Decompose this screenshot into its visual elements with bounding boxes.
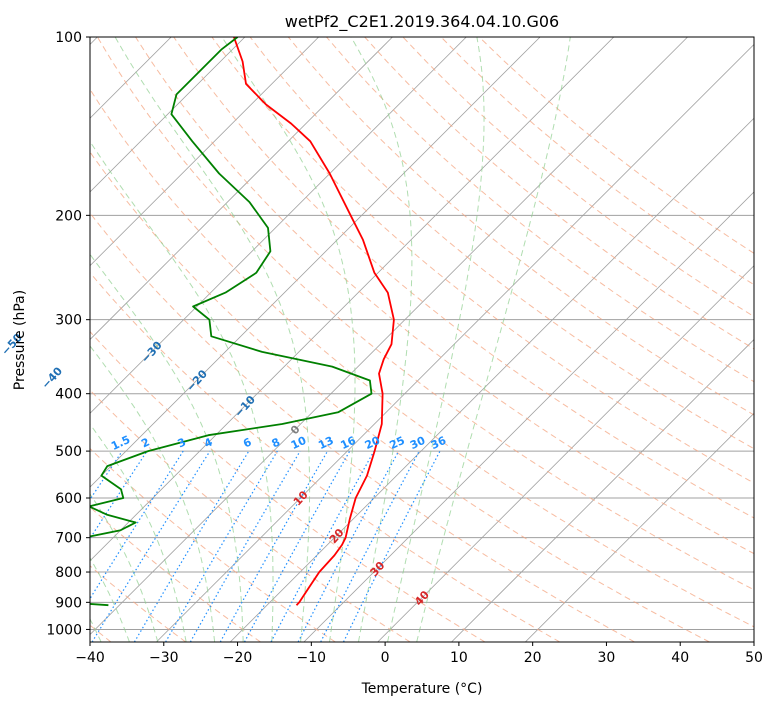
x-tick-label: −10 xyxy=(297,650,327,666)
isotherm-line xyxy=(90,37,246,193)
moist-adiabat-line xyxy=(90,557,130,642)
mixing-ratio-label: 16 xyxy=(339,434,359,452)
isotherm-line xyxy=(303,191,754,642)
isotherm-line xyxy=(90,37,541,488)
dry-adiabat-line xyxy=(90,88,754,628)
dry-adiabat-line xyxy=(211,37,754,484)
mixing-ratio-label: 30 xyxy=(408,434,428,452)
isotherm-line xyxy=(90,37,393,341)
x-axis-label: Temperature (°C) xyxy=(361,681,483,697)
moist-adiabat-line xyxy=(350,37,413,642)
dry-adiabat-line xyxy=(90,330,486,642)
x-tick-label: 0 xyxy=(381,650,390,666)
dry-adiabat-line xyxy=(90,447,336,642)
y-tick-label: 500 xyxy=(55,444,82,460)
x-tick-label: 10 xyxy=(450,650,468,666)
mixing-ratio-label: 1.5 xyxy=(109,433,132,453)
isotherm-line xyxy=(451,338,754,642)
dry-adiabat-line xyxy=(90,272,561,642)
background-grid xyxy=(0,37,754,642)
isotherm-line xyxy=(156,43,754,642)
mixing-ratio-label: 3 xyxy=(176,435,188,450)
y-tick-label: 100 xyxy=(55,30,82,46)
moist-adiabat-line xyxy=(416,37,571,642)
mixing-ratio-label: 20 xyxy=(363,434,383,452)
adiabat-labels: 1.52346810131620253036−100−90−80−70−60−5… xyxy=(0,331,449,609)
dry-adiabat-line xyxy=(173,37,754,519)
mixing-ratio-label: 10 xyxy=(289,434,309,452)
x-tick-label: −20 xyxy=(223,650,253,666)
y-tick-label: 300 xyxy=(55,313,82,329)
dry-adiabat-line xyxy=(440,37,754,286)
y-tick-label: 1000 xyxy=(46,622,82,638)
isotherm-line xyxy=(229,117,754,642)
moist-adiabat-line xyxy=(90,493,159,642)
mixing-ratio-line xyxy=(243,450,351,642)
x-tick-label: 40 xyxy=(671,650,689,666)
y-tick-label: 200 xyxy=(55,208,82,224)
isotherm-line xyxy=(90,37,467,414)
dry-adiabat-label: 30 xyxy=(368,559,388,579)
y-tick-label: 700 xyxy=(55,531,82,547)
moist-adiabat-line xyxy=(90,423,187,642)
mixing-ratio-label: 13 xyxy=(316,434,335,452)
axis-ticks: −40 −30 −20 −10 0 10 20 30 40 50 100 200 300 400 500 60… xyxy=(46,30,763,666)
moist-adiabat-line xyxy=(90,345,216,642)
mixing-ratio-label: 6 xyxy=(241,435,254,450)
mixing-ratio-label: 36 xyxy=(429,434,449,452)
dry-adiabat-line xyxy=(90,389,411,642)
mixing-ratio-line xyxy=(297,450,400,642)
dry-adiabat-line xyxy=(90,151,710,642)
dry-adiabat-line xyxy=(326,37,754,383)
mixing-ratio-line xyxy=(0,451,48,642)
dry-adiabat-line xyxy=(287,37,754,416)
plot-frame xyxy=(89,36,755,643)
moist-adiabat-line xyxy=(221,37,356,642)
y-tick-label: 600 xyxy=(55,491,82,507)
moist-adiabat-line xyxy=(90,140,274,642)
dry-adiabat-line xyxy=(364,37,754,350)
isotherm-line xyxy=(377,265,754,642)
y-tick-label: 400 xyxy=(55,387,82,403)
x-tick-label: −30 xyxy=(149,650,179,666)
profile-curves xyxy=(90,37,395,607)
isotherm-line xyxy=(90,37,319,267)
y-tick-label: 900 xyxy=(55,595,82,611)
mixing-ratio-label: 8 xyxy=(270,435,282,450)
moist-adiabat-line xyxy=(114,37,311,642)
mixing-ratio-line xyxy=(342,450,441,642)
dry-adiabat-line xyxy=(249,37,754,450)
x-tick-label: 20 xyxy=(524,650,542,666)
moist-adiabat-line xyxy=(90,253,244,642)
mixing-ratio-line xyxy=(90,450,123,501)
dry-adiabat-line xyxy=(90,212,635,642)
mixing-ratio-line xyxy=(0,451,17,642)
mixing-ratio-line xyxy=(270,450,375,642)
dry-adiabat-line xyxy=(96,37,754,591)
y-axis-label: Pressure (hPa) xyxy=(12,290,28,390)
mixing-ratio-line xyxy=(90,450,148,540)
isotherm-line xyxy=(90,37,688,636)
mixing-ratio-line xyxy=(91,450,211,642)
dry-adiabat-line xyxy=(135,37,754,555)
y-tick-label: 800 xyxy=(55,565,82,581)
mixing-ratio-line xyxy=(133,450,250,642)
x-tick-label: −40 xyxy=(75,650,105,666)
mixing-ratio-line xyxy=(219,450,329,642)
temperature-profile-line xyxy=(233,37,395,606)
isotherm-line xyxy=(525,412,754,642)
dry-adiabat-line xyxy=(90,506,261,642)
chart-title: wetPf2_C2E1.2019.364.04.10.G06 xyxy=(285,12,559,32)
dewpoint-profile-line xyxy=(90,37,373,607)
dry-adiabat-label: 10 xyxy=(291,488,311,508)
moist-adiabat-line xyxy=(387,37,485,642)
mixing-ratio-label: 25 xyxy=(388,434,407,452)
x-tick-label: 50 xyxy=(745,650,763,666)
dry-adiabat-line xyxy=(402,37,754,318)
x-tick-label: 30 xyxy=(598,650,616,666)
